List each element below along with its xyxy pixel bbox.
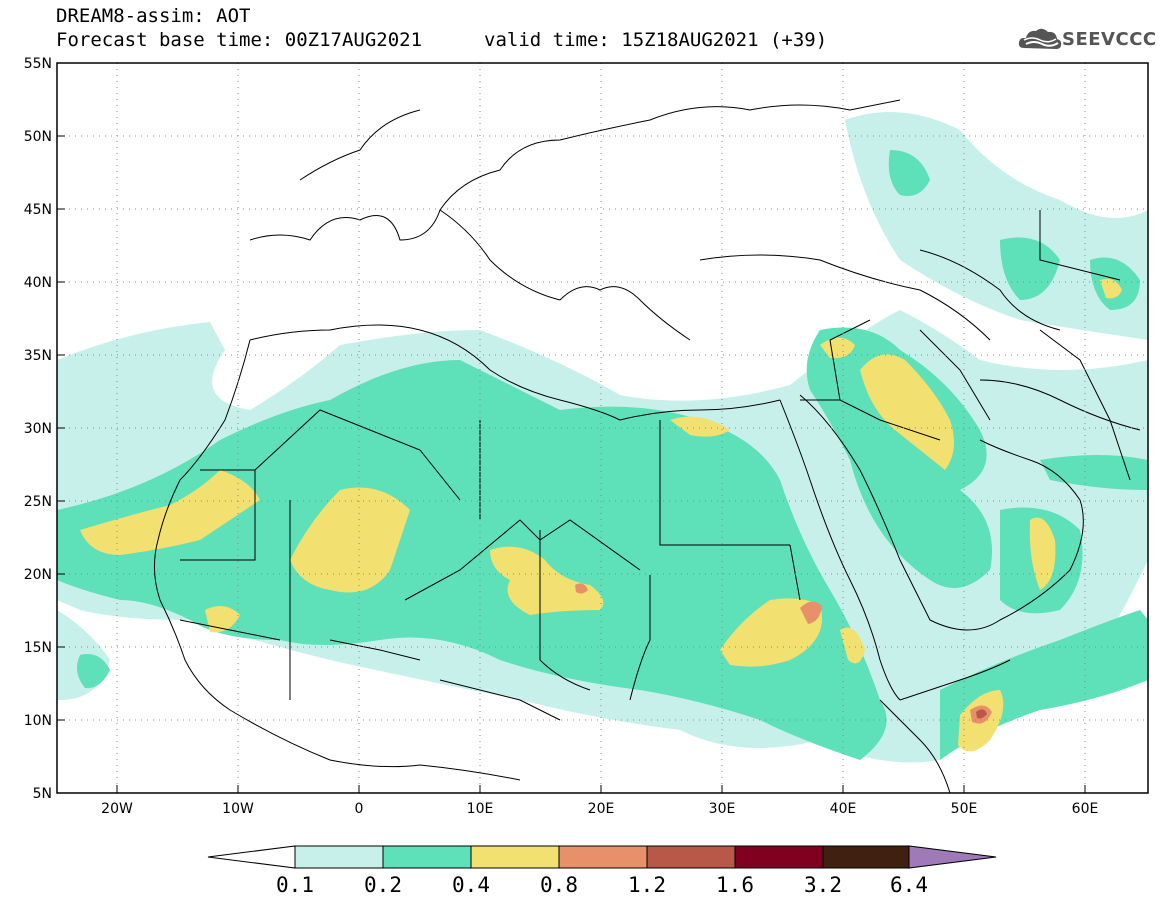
logo-text: SEEVCCC [1062, 29, 1157, 50]
colorbar-label: 1.6 [716, 873, 754, 897]
colorbar-segment [382, 845, 472, 869]
lat-label: 55N [24, 56, 52, 72]
lon-label: 10W [222, 801, 254, 817]
colorbar-segment [470, 845, 560, 869]
colorbar-label: 1.2 [628, 873, 666, 897]
valid-time: valid time: 15Z18AUG2021 (+39) [484, 29, 828, 51]
colorbar-label: 6.4 [890, 873, 928, 897]
axis-ticks [57, 62, 1086, 793]
lat-label: 50N [24, 129, 52, 145]
lat-label: 10N [24, 713, 52, 729]
colorbar-label: 0.4 [452, 873, 490, 897]
lon-label: 60E [1072, 801, 1099, 817]
lat-label: 40N [24, 275, 52, 291]
lat-label: 15N [24, 640, 52, 656]
map-title: DREAM8-assim: AOT [56, 5, 251, 27]
colorbar-label: 0.1 [276, 873, 314, 897]
colorbar-segment [734, 845, 824, 869]
colorbar-segment [822, 845, 910, 869]
lat-label: 35N [24, 348, 52, 364]
lon-label: 40E [830, 801, 857, 817]
lon-label: 0 [355, 801, 364, 817]
colorbar-label: 3.2 [804, 873, 842, 897]
colorbar-min-arrow [207, 845, 296, 869]
seevccc-logo-icon [1018, 28, 1062, 49]
forecast-base-time: Forecast base time: 00Z17AUG2021 [56, 29, 423, 51]
lat-label: 45N [24, 202, 52, 218]
latitude-labels: 55N 50N 45N 40N 35N 30N 25N 20N 15N 10N … [24, 56, 52, 802]
colorbar-segment [646, 845, 736, 869]
lon-label: 50E [951, 801, 978, 817]
lon-label: 30E [709, 801, 736, 817]
lat-label: 20N [24, 567, 52, 583]
lon-label: 10E [467, 801, 494, 817]
colorbar-segment [294, 845, 384, 869]
lat-label: 30N [24, 421, 52, 437]
lon-label: 20E [588, 801, 615, 817]
lat-label: 5N [33, 786, 52, 802]
lat-label: 25N [24, 494, 52, 510]
longitude-labels: 20W 10W 0 10E 20E 30E 40E 50E 60E [101, 801, 1098, 817]
colorbar-segment [558, 845, 648, 869]
colorbar-label: 0.2 [364, 873, 402, 897]
colorbar: 0.1 0.2 0.4 0.8 1.2 1.6 3.2 6.4 [207, 845, 997, 897]
colorbar-label: 0.8 [540, 873, 578, 897]
country-borders [154, 99, 1141, 793]
colorbar-max-arrow [908, 845, 997, 869]
lon-label: 20W [101, 801, 133, 817]
